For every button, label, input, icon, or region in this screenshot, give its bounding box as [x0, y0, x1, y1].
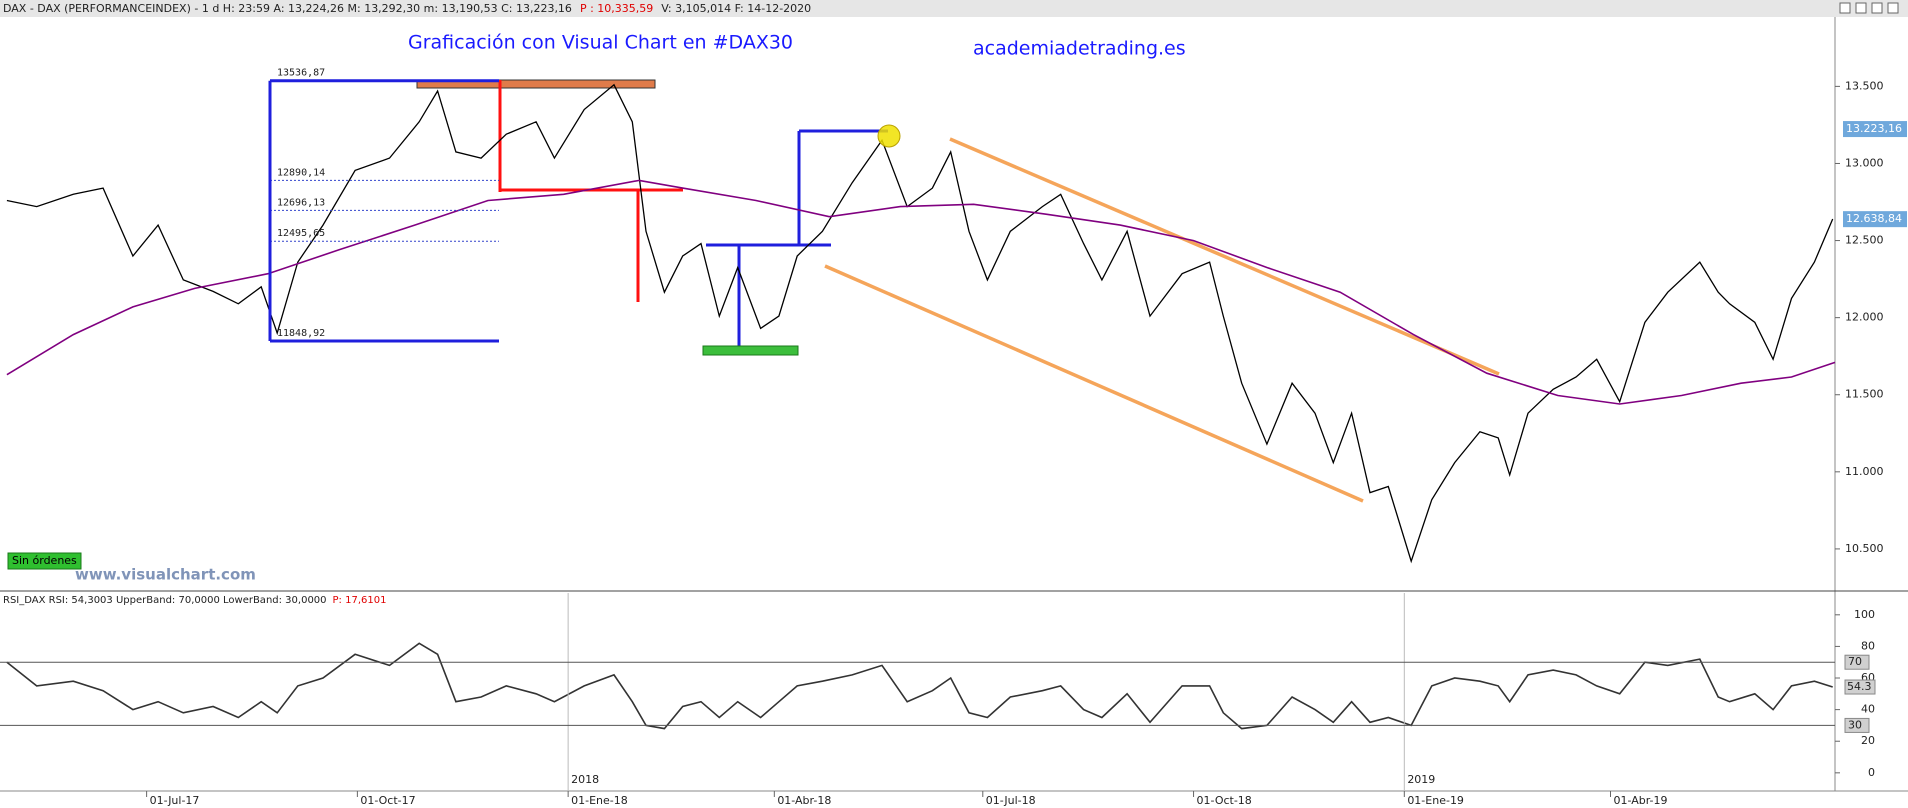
- x-tick-label: 01-Jul-18: [986, 794, 1036, 807]
- x-tick-label: 01-Ene-19: [1407, 794, 1464, 807]
- channel-line: [949, 137, 1500, 376]
- price-box: [1843, 121, 1907, 138]
- series-line: [6, 179, 1836, 405]
- y-tick-label: 0: [1868, 766, 1875, 779]
- y-tick-label: 10.500: [1845, 542, 1884, 555]
- level-label: 13536,87: [277, 68, 325, 79]
- highlight-circle: [877, 124, 901, 148]
- level-label: 12890,14: [277, 167, 325, 178]
- window-button[interactable]: [1871, 2, 1883, 14]
- x-tick-label: 01-Ene-18: [571, 794, 628, 807]
- window-button[interactable]: [1839, 2, 1851, 14]
- year-label: 2018: [571, 773, 599, 786]
- level-label: 12495,65: [277, 228, 325, 239]
- x-tick-label: 01-Oct-17: [360, 794, 415, 807]
- level-label: 12696,13: [277, 197, 325, 208]
- band-label: 70: [1848, 655, 1862, 668]
- y-tick-label: 13.000: [1845, 156, 1884, 169]
- channel-line: [824, 264, 1364, 503]
- chart-title: Graficación con Visual Chart en #DAX30: [408, 32, 793, 54]
- watermark: www.visualchart.com: [75, 566, 256, 584]
- y-tick-label: 11.000: [1845, 465, 1884, 478]
- series-line: [6, 83, 1834, 564]
- x-tick-label: 01-Jul-17: [150, 794, 200, 807]
- window-button[interactable]: [1855, 2, 1867, 14]
- y-tick-label: 40: [1861, 703, 1875, 716]
- y-tick-label: 13.500: [1845, 79, 1884, 92]
- header-bar: [0, 0, 1908, 17]
- year-label: 2019: [1407, 773, 1435, 786]
- status-text: Sin órdenes: [12, 554, 77, 567]
- y-tick-label: 11.500: [1845, 388, 1884, 401]
- band-label: 30: [1848, 718, 1862, 731]
- x-tick-label: 01-Abr-18: [777, 794, 831, 807]
- y-tick-label: 20: [1861, 734, 1875, 747]
- price-box: [1843, 211, 1907, 228]
- y-tick-label: 12.000: [1845, 311, 1884, 324]
- price-label: 13.223,16: [1846, 122, 1902, 135]
- x-tick-label: 01-Abr-19: [1613, 794, 1667, 807]
- status-box: [7, 552, 82, 570]
- drawings: [416, 79, 1500, 503]
- support-zone: [702, 345, 799, 356]
- window-button[interactable]: [1887, 2, 1899, 14]
- rsi-title: RSI_DAX RSI: 54,3003 UpperBand: 70,0000 …: [3, 595, 327, 606]
- header-info: DAX - DAX (PERFORMANCEINDEX) - 1 d H: 23…: [3, 2, 572, 15]
- rsi-title-p: P: 17,6101: [333, 595, 387, 606]
- price-label: 12.638,84: [1846, 212, 1902, 225]
- level-label: 11848,92: [277, 328, 325, 339]
- y-tick-label: 12.500: [1845, 234, 1884, 247]
- resistance-zone: [416, 79, 656, 89]
- chart-subtitle: academiadetrading.es: [973, 38, 1186, 60]
- series-layer: [6, 83, 1836, 730]
- x-tick-label: 01-Oct-18: [1197, 794, 1252, 807]
- y-tick-label: 80: [1861, 639, 1875, 652]
- band-box: [1844, 717, 1870, 733]
- header-rest: V: 3,105,014 F: 14-12-2020: [661, 2, 811, 15]
- last-value-box: [1844, 679, 1876, 695]
- band-box: [1844, 654, 1870, 670]
- header-p: P : 10,335,59: [580, 2, 653, 15]
- y-tick-label: 100: [1854, 608, 1875, 621]
- series-line: [6, 642, 1833, 730]
- last-value-label: 54.3: [1847, 680, 1872, 693]
